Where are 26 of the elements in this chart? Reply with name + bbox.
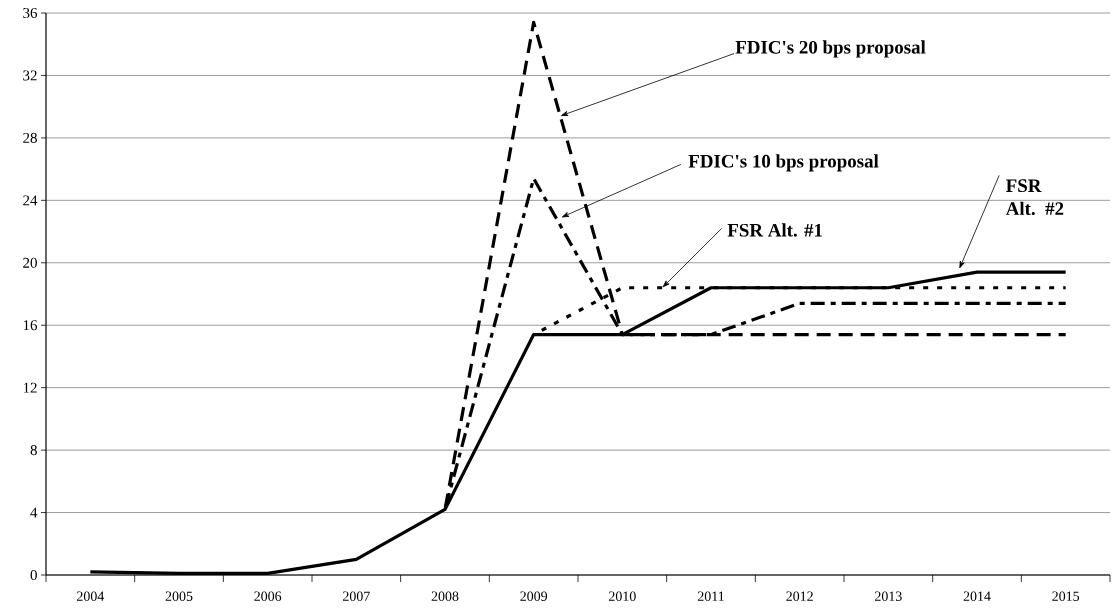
annotation: FSR Alt. #2 (1005, 179, 1064, 216)
y-tick-label: 16 (23, 320, 38, 331)
y-tick-label: 4 (30, 507, 38, 518)
x-tick-label: 2005 (165, 591, 193, 601)
x-tick-label: 2012 (786, 591, 813, 601)
x-tick-label: 2009 (520, 591, 548, 601)
x-tick-label: 2006 (254, 591, 282, 601)
x-tick-label: 2010 (609, 591, 636, 601)
annotation: FDIC's 10 bps proposal (688, 154, 879, 172)
x-tick-label: 2007 (343, 591, 370, 601)
y-tick-label: 12 (23, 382, 37, 393)
y-tick-label: 28 (23, 132, 37, 143)
y-tick-label: 20 (23, 257, 37, 268)
y-tick-label: 32 (23, 70, 37, 81)
y-tick-label: 36 (23, 7, 38, 19)
y-tick-label: 0 (30, 569, 37, 581)
annotation: FDIC's 20 bps proposal (735, 40, 926, 58)
x-tick-label: 2014 (963, 591, 991, 601)
x-tick-label: 2013 (875, 591, 902, 601)
x-tick-label: 2011 (697, 591, 724, 601)
y-tick-label: 24 (23, 195, 38, 206)
x-tick-label: 2008 (431, 591, 459, 601)
annotation: FSR Alt. #1 (727, 223, 822, 237)
y-tick-label: 8 (30, 445, 37, 456)
x-tick-label: 2015 (1052, 591, 1080, 601)
x-tick-label: 2004 (77, 591, 105, 601)
